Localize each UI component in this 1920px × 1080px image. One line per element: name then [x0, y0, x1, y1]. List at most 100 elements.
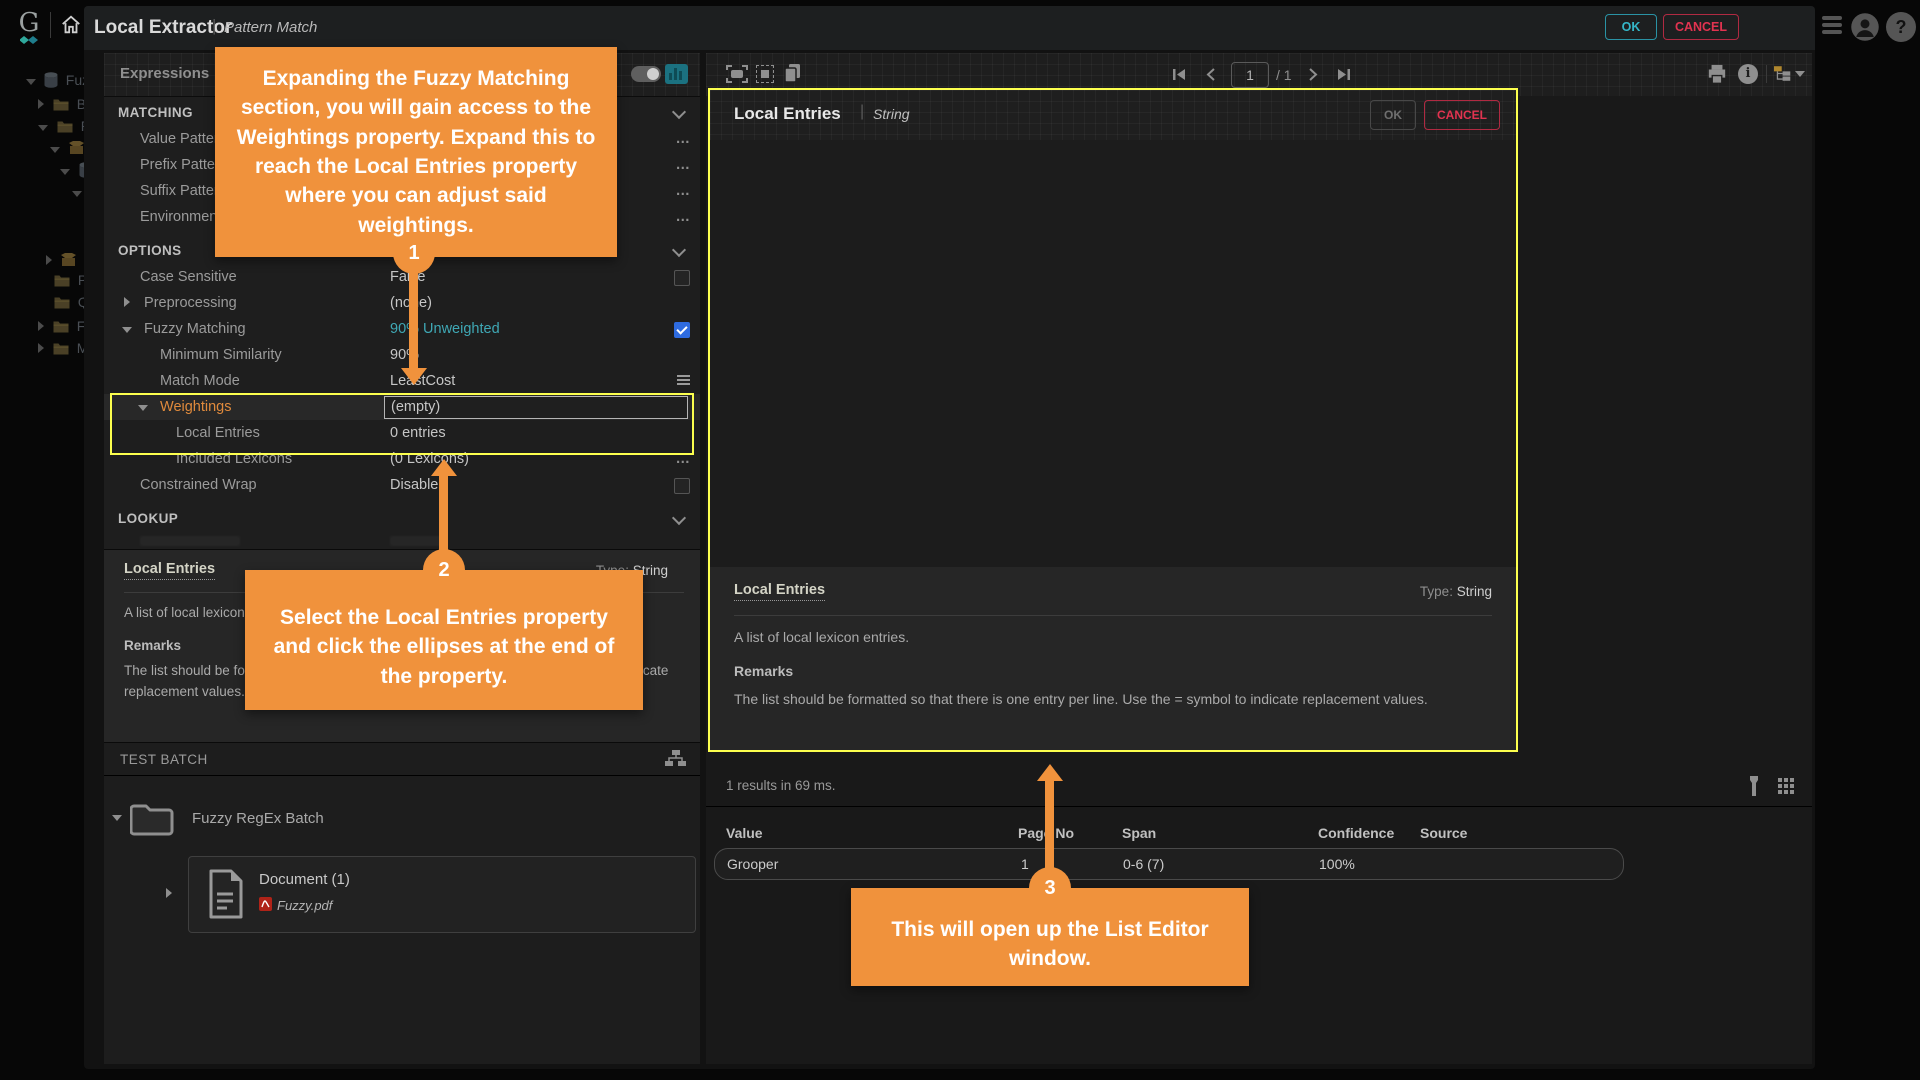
- section-options[interactable]: OPTIONS: [104, 238, 700, 264]
- node-tree: Fuzzy Ba Pro Pro: [0, 53, 84, 1069]
- last-page-icon[interactable]: [1336, 68, 1351, 81]
- dropdown-caret-icon[interactable]: [1795, 71, 1805, 77]
- expander-right-icon[interactable]: [166, 888, 172, 898]
- prop-prefix-pattern[interactable]: Prefix Pattern …: [104, 152, 700, 178]
- tree-item-label: Pro: [81, 118, 84, 134]
- fit-screen-icon[interactable]: [726, 65, 748, 83]
- checkbox-unchecked[interactable]: [674, 478, 690, 494]
- prop-preprocessing[interactable]: Preprocessing (none): [104, 290, 700, 316]
- bar-chart-icon[interactable]: [665, 64, 688, 84]
- expander-right-icon[interactable]: [38, 343, 44, 353]
- help-icon[interactable]: ?: [1886, 12, 1916, 42]
- ellipsis-button[interactable]: …: [675, 131, 691, 147]
- diagnostics-toggle[interactable]: [631, 66, 661, 82]
- tree-item[interactable]: [0, 158, 84, 182]
- dialog-cancel-button[interactable]: CANCEL: [1424, 100, 1500, 130]
- hierarchy-view-icon[interactable]: [1774, 65, 1792, 82]
- expander-down-icon[interactable]: [138, 405, 148, 411]
- expander-down-icon[interactable]: [50, 147, 60, 153]
- pages-icon[interactable]: [784, 63, 801, 83]
- ellipsis-button[interactable]: …: [675, 209, 691, 225]
- prop-included-lexicons[interactable]: Included Lexicons (0 Lexicons) …: [104, 446, 700, 472]
- expander-right-icon[interactable]: [124, 297, 130, 307]
- section-matching[interactable]: MATCHING: [104, 100, 700, 126]
- checkbox-unchecked[interactable]: [674, 270, 690, 286]
- expander-down-icon[interactable]: [122, 327, 132, 333]
- prop-environment[interactable]: Environment …: [104, 204, 700, 230]
- list-editor-body[interactable]: [710, 140, 1516, 567]
- print-icon[interactable]: [1706, 64, 1728, 84]
- checkbox-checked[interactable]: [674, 322, 690, 338]
- tree-item[interactable]: Fuzzy: [0, 68, 84, 92]
- col-source[interactable]: Source: [1420, 825, 1468, 841]
- expander-right-icon[interactable]: [46, 255, 52, 265]
- expander-down-icon[interactable]: [112, 815, 122, 821]
- section-lookup[interactable]: LOOKUP: [104, 506, 700, 532]
- tree-item[interactable]: Qu: [0, 290, 84, 314]
- chevron-down-icon[interactable]: [671, 242, 687, 258]
- expander-down-icon[interactable]: [72, 191, 82, 197]
- col-span[interactable]: Span: [1122, 825, 1157, 841]
- hierarchy-icon[interactable]: [665, 750, 686, 767]
- tree-item[interactable]: [0, 248, 76, 272]
- first-page-icon[interactable]: [1172, 68, 1187, 81]
- document-card[interactable]: Document (1) Fuzzy.pdf: [188, 856, 696, 933]
- callout-step1-arrow: [409, 270, 418, 368]
- info-icon[interactable]: i: [1738, 64, 1758, 84]
- tab-expressions[interactable]: Expressions: [120, 65, 210, 82]
- tree-item[interactable]: Ba: [0, 92, 84, 116]
- expander-down-icon[interactable]: [26, 79, 36, 85]
- ellipsis-button[interactable]: …: [675, 183, 691, 199]
- clipped-row: [140, 536, 240, 546]
- stack-icon[interactable]: [1822, 16, 1842, 34]
- user-icon[interactable]: [1850, 12, 1880, 42]
- prop-weightings[interactable]: Weightings (empty): [104, 394, 700, 420]
- tree-item[interactable]: [0, 180, 82, 204]
- ok-button[interactable]: OK: [1605, 14, 1657, 40]
- ellipsis-button[interactable]: …: [675, 157, 691, 173]
- prop-fuzzy-matching[interactable]: Fuzzy Matching 90% Unweighted: [104, 316, 700, 342]
- document-icon: [209, 869, 243, 919]
- tree-item[interactable]: Pro: [0, 114, 84, 138]
- result-row[interactable]: Grooper 1 0-6 (7) 100%: [714, 848, 1624, 880]
- expander-right-icon[interactable]: [38, 99, 44, 109]
- flashlight-icon[interactable]: [1748, 776, 1760, 796]
- dialog-ok-button[interactable]: OK: [1370, 100, 1416, 130]
- toolbar-divider: [1766, 65, 1767, 83]
- batch-folder-row[interactable]: Fuzzy RegEx Batch: [104, 791, 696, 845]
- expander-down-icon[interactable]: [60, 169, 70, 175]
- prop-constrained-wrap[interactable]: Constrained Wrap Disabled: [104, 472, 700, 498]
- dashed-region-icon[interactable]: [756, 65, 774, 83]
- grid-view-icon[interactable]: [1778, 778, 1794, 794]
- remarks-label: Remarks: [124, 638, 182, 653]
- next-page-icon[interactable]: [1308, 68, 1318, 81]
- chevron-down-icon[interactable]: [671, 510, 687, 526]
- ellipsis-button[interactable]: …: [675, 451, 691, 467]
- dialog-title-separator: |: [860, 103, 865, 120]
- document-filename: Fuzzy.pdf: [277, 898, 333, 913]
- prop-value-pattern[interactable]: Value Pattern …: [104, 126, 700, 152]
- prop-suffix-pattern[interactable]: Suffix Pattern …: [104, 178, 700, 204]
- prop-minimum-similarity[interactable]: Minimum Similarity 90%: [160, 347, 420, 363]
- col-value[interactable]: Value: [726, 825, 763, 841]
- expander-down-icon[interactable]: [38, 125, 48, 131]
- tree-item[interactable]: File: [0, 314, 84, 338]
- folder-icon: [54, 275, 70, 287]
- prev-page-icon[interactable]: [1206, 68, 1216, 81]
- col-confidence[interactable]: Confidence: [1318, 825, 1395, 841]
- dialog-description: Local Entries Type: String A list of loc…: [710, 567, 1516, 750]
- tree-item[interactable]: Ma: [0, 336, 84, 360]
- callout-step1-arrowhead: [401, 368, 427, 385]
- tree-item[interactable]: Pro: [0, 268, 84, 292]
- callout-step3-number: 3: [1029, 867, 1071, 909]
- expander-right-icon[interactable]: [38, 321, 44, 331]
- home-icon[interactable]: [60, 14, 82, 36]
- prop-local-entries[interactable]: Local Entries 0 entries: [176, 425, 446, 441]
- chevron-down-icon[interactable]: [671, 104, 687, 120]
- page-number-input[interactable]: 1: [1231, 62, 1269, 88]
- cancel-button[interactable]: CANCEL: [1663, 14, 1739, 40]
- weightings-value-editor[interactable]: (empty): [384, 396, 688, 419]
- callout-step2-arrow: [439, 476, 448, 554]
- menu-icon[interactable]: [677, 375, 690, 387]
- tree-item[interactable]: [0, 136, 84, 160]
